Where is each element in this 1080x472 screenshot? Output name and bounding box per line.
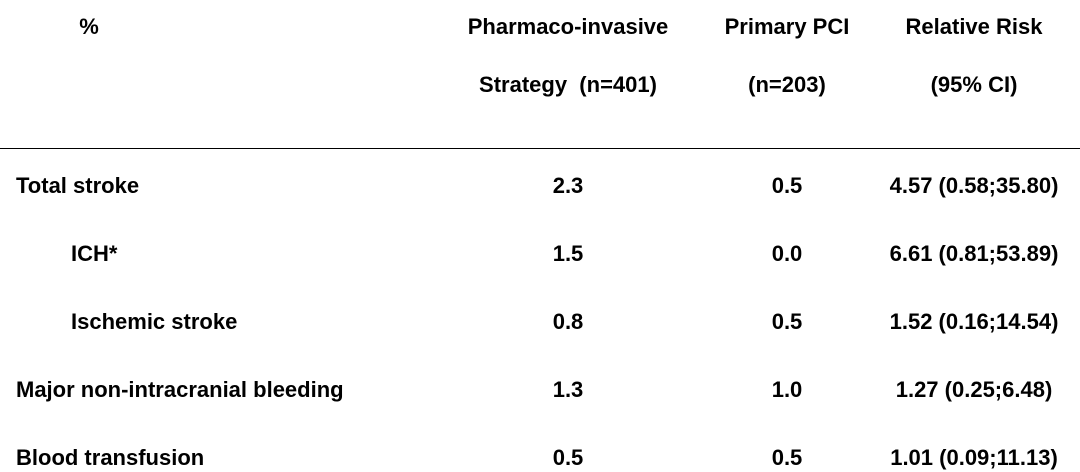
header-pharmaco-line1: Pharmaco-invasive	[467, 14, 669, 39]
header-divider	[0, 148, 1080, 149]
row-value-pharmaco: 2.3	[552, 173, 584, 198]
row-label-blood-transfusion: Blood transfusion	[16, 445, 205, 470]
row-value-pci: 0.5	[771, 445, 803, 470]
row-value-pci: 1.0	[771, 377, 803, 402]
row-label-major-bleeding: Major non-intracranial bleeding	[16, 377, 344, 402]
row-value-pharmaco: 0.8	[552, 309, 584, 334]
header-pci-line1: Primary PCI	[724, 14, 850, 39]
row-value-pci: 0.5	[771, 309, 803, 334]
row-value-rr: 1.27 (0.25;6.48)	[895, 377, 1053, 402]
row-value-pci: 0.5	[771, 173, 803, 198]
row-label-total-stroke: Total stroke	[16, 173, 140, 198]
row-value-rr: 1.01 (0.09;11.13)	[890, 445, 1058, 470]
header-pharmaco-line2: Strategy (n=401)	[479, 72, 657, 97]
row-label-ich: ICH*	[71, 241, 118, 266]
header-rr-line2: (95% CI)	[930, 72, 1018, 97]
row-value-pharmaco: 1.3	[552, 377, 584, 402]
header-percent: %	[79, 14, 99, 39]
row-value-pharmaco: 0.5	[552, 445, 584, 470]
header-rr-line1: Relative Risk	[905, 14, 1043, 39]
row-value-rr: 4.57 (0.58;35.80)	[889, 173, 1059, 198]
header-pci-line2: (n=203)	[748, 72, 826, 97]
row-value-rr: 1.52 (0.16;14.54)	[889, 309, 1059, 334]
row-value-pharmaco: 1.5	[552, 241, 584, 266]
row-value-rr: 6.61 (0.81;53.89)	[889, 241, 1059, 266]
row-value-pci: 0.0	[771, 241, 803, 266]
row-label-ischemic-stroke: Ischemic stroke	[71, 309, 238, 334]
